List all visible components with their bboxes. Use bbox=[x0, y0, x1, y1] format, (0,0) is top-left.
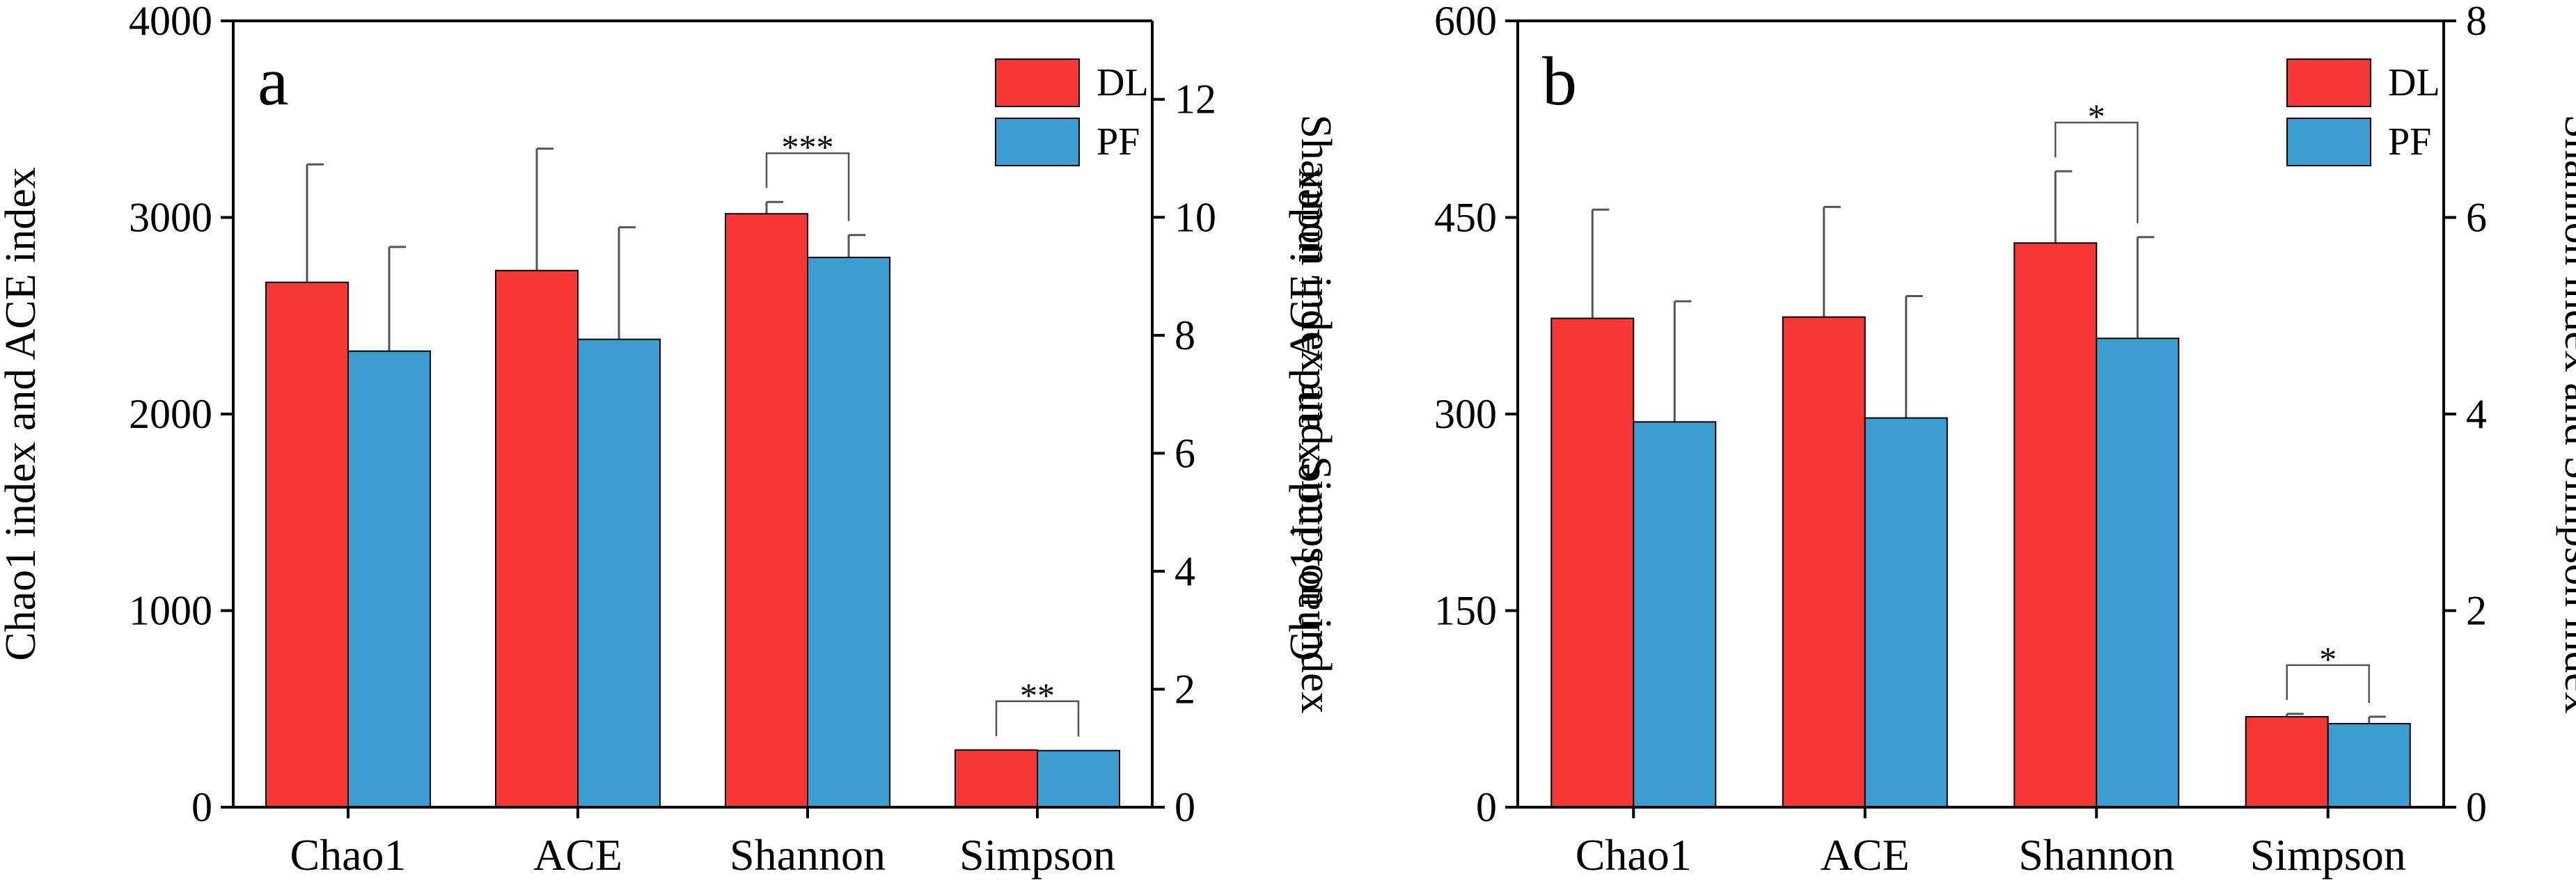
y-axis-right-label: Shannon index and Simpson index bbox=[1292, 114, 1340, 713]
right-tick-label: 2 bbox=[1175, 666, 1195, 712]
left-tick-label: 3000 bbox=[129, 195, 212, 241]
bar-PF-Shannon bbox=[2096, 337, 2180, 808]
bar-DL-Shannon bbox=[2013, 242, 2098, 809]
left-tick-label: 300 bbox=[1434, 391, 1497, 437]
bar-DL-Chao1 bbox=[1550, 317, 1635, 808]
x-tick-label-ACE: ACE bbox=[533, 830, 622, 880]
right-tick-label: 6 bbox=[2466, 195, 2487, 241]
legend-label-PF: PF bbox=[1097, 120, 1140, 164]
significance-bracket-Shannon bbox=[765, 152, 850, 221]
left-tick-label: 600 bbox=[1434, 0, 1497, 44]
left-tick-label: 0 bbox=[191, 784, 212, 830]
left-tick-label: 0 bbox=[1476, 784, 1497, 830]
x-tick-label-ACE: ACE bbox=[1821, 830, 1910, 880]
left-tick-label: 1000 bbox=[129, 588, 212, 634]
bar-DL-Shannon bbox=[725, 213, 808, 809]
left-tick-label: 150 bbox=[1434, 588, 1497, 634]
bar-DL-Simpson bbox=[955, 749, 1038, 809]
bar-DL-ACE bbox=[1782, 316, 1866, 808]
bar-DL-Simpson bbox=[2245, 716, 2329, 809]
legend-swatch-PF bbox=[995, 118, 1080, 166]
x-tick-label-Chao1: Chao1 bbox=[290, 830, 406, 880]
x-tick-label-Simpson: Simpson bbox=[2250, 830, 2406, 880]
panel-label: a bbox=[258, 42, 288, 120]
legend-label-DL: DL bbox=[1097, 61, 1149, 104]
x-tick-label-Shannon: Shannon bbox=[2018, 830, 2174, 880]
x-tick-label-Shannon: Shannon bbox=[730, 830, 886, 880]
bar-DL-Chao1 bbox=[265, 281, 349, 809]
left-tick-label: 2000 bbox=[129, 391, 212, 437]
bar-PF-Shannon bbox=[807, 256, 890, 808]
left-tick-label: 4000 bbox=[129, 0, 212, 44]
bar-PF-ACE bbox=[577, 338, 661, 808]
legend-label-PF: PF bbox=[2388, 120, 2431, 164]
left-tick-label: 450 bbox=[1434, 195, 1497, 241]
significance-label-Simpson: ** bbox=[1020, 676, 1055, 715]
right-tick-label: 0 bbox=[1175, 784, 1195, 830]
right-tick-label: 6 bbox=[1175, 430, 1195, 476]
bar-DL-ACE bbox=[495, 269, 579, 808]
legend-swatch-DL bbox=[2286, 58, 2371, 107]
right-tick-label: 12 bbox=[1175, 77, 1216, 122]
right-tick-label: 2 bbox=[2466, 588, 2487, 634]
significance-label-Shannon: *** bbox=[782, 127, 834, 166]
legend-swatch-DL bbox=[995, 58, 1080, 107]
x-tick-label-Simpson: Simpson bbox=[959, 830, 1115, 880]
significance-bracket-Simpson bbox=[995, 700, 1080, 737]
bar-PF-ACE bbox=[1864, 417, 1948, 808]
legend-swatch-PF bbox=[2286, 118, 2371, 166]
right-tick-label: 4 bbox=[1175, 548, 1195, 594]
right-tick-label: 8 bbox=[1175, 312, 1195, 358]
right-tick-label: 4 bbox=[2466, 391, 2487, 437]
x-tick-label-Chao1: Chao1 bbox=[1576, 830, 1692, 880]
bar-PF-Simpson bbox=[2327, 722, 2411, 808]
y-axis-left-label: Chao1 index and ACE index bbox=[0, 167, 45, 660]
bar-PF-Chao1 bbox=[347, 350, 431, 809]
panel-label: b bbox=[1542, 42, 1577, 120]
bar-PF-Simpson bbox=[1037, 749, 1120, 808]
significance-label-Shannon: * bbox=[2088, 97, 2105, 136]
significance-bracket-Shannon bbox=[2055, 121, 2139, 223]
chart-panel-b: * * 0 150 300 450 600 0 2 4 6 8 Chao1 ACE Shannon Simps… bbox=[1282, 0, 2576, 880]
significance-label-Simpson: * bbox=[2319, 639, 2337, 678]
right-tick-label: 10 bbox=[1175, 194, 1216, 240]
y-axis-right-label: Shannon index and Simpson index bbox=[2556, 114, 2576, 713]
y-axis-left-label: Chao1 index and ACE index bbox=[1282, 167, 1329, 660]
bar-PF-Chao1 bbox=[1633, 421, 1717, 808]
right-tick-label: 0 bbox=[2466, 784, 2487, 830]
significance-bracket-Simpson bbox=[2286, 664, 2370, 704]
legend-label-DL: DL bbox=[2388, 61, 2440, 104]
right-tick-label: 8 bbox=[2466, 0, 2487, 44]
